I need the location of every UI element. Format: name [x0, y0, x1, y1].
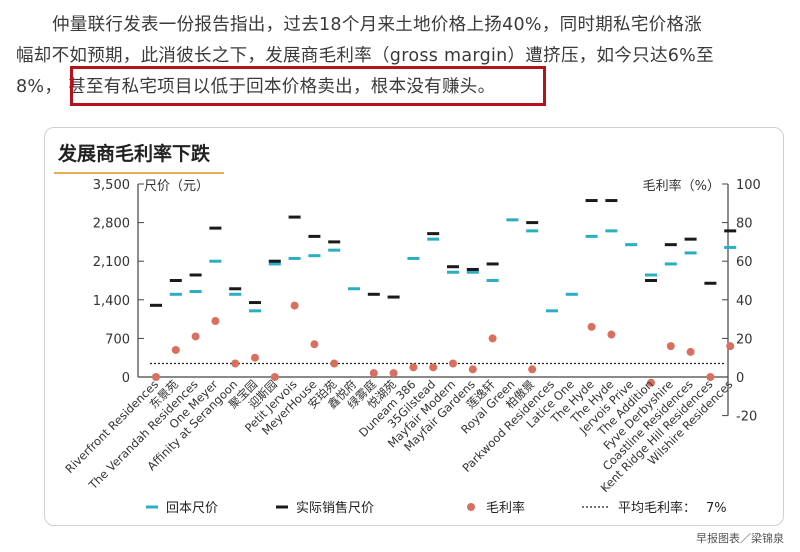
- chart-title: 发展商毛利率下跌: [58, 143, 211, 165]
- legend-actual-label: 实际销售尺价: [296, 500, 374, 516]
- margin-point: [686, 347, 695, 356]
- article-line-3: 8%， 甚至有私宅项目以低于回本价格卖出，根本没有赚头。: [16, 72, 786, 103]
- right-tick-label: 80: [736, 217, 753, 232]
- right-tick-label: 20: [736, 332, 753, 347]
- left-tick-label: 0: [122, 371, 130, 386]
- margin-point: [468, 365, 477, 374]
- right-tick-label: 0: [736, 371, 744, 386]
- margin-point: [191, 332, 200, 341]
- margin-point: [310, 340, 319, 349]
- left-tick-label: 2,100: [93, 255, 130, 270]
- margin-point: [726, 342, 735, 351]
- margin-point: [429, 363, 438, 372]
- left-tick-label: 700: [105, 332, 130, 347]
- margin-point: [251, 353, 259, 362]
- article-line-3-prefix: 8%，: [16, 77, 63, 97]
- source-credit: 早报图表／梁锦泉: [696, 532, 784, 545]
- article-highlight-text: 甚至有私宅项目以低于回本价格卖出，根本没有赚头。: [68, 77, 496, 97]
- chart-card: [44, 127, 784, 526]
- highlight-box: [70, 66, 546, 106]
- margin-point: [389, 369, 398, 378]
- margin-point: [330, 359, 339, 368]
- legend-average-value: 7%: [706, 501, 727, 516]
- right-tick-label: 40: [736, 294, 753, 309]
- margin-point: [152, 373, 160, 381]
- margin-point: [449, 359, 457, 368]
- legend-breakeven-label: 回本尺价: [166, 501, 218, 516]
- margin-point: [488, 334, 497, 343]
- right-axis-label: 毛利率（%）: [643, 178, 720, 194]
- legend-average-label: 平均毛利率：: [618, 500, 696, 516]
- article-line-1: 仲量联行发表一份报告指出，过去18个月来土地价格上扬40%，同时期私宅价格涨: [52, 15, 703, 35]
- article-line-2: 幅却不如预期，此消彼长之下，发展商毛利率（gross margin）遭挤压，如今…: [16, 46, 714, 66]
- right-tick-label: 60: [736, 255, 753, 270]
- margin-point: [231, 359, 240, 368]
- legend-margin-swatch: [467, 503, 475, 511]
- margin-point: [607, 330, 616, 339]
- margin-point: [409, 363, 418, 372]
- chart-title-underline: [54, 172, 224, 174]
- margin-point: [706, 373, 715, 381]
- margin-point: [587, 322, 596, 331]
- margin-point: [211, 317, 220, 326]
- legend-margin-label: 毛利率: [486, 500, 525, 516]
- left-axis-label: 尺价（元）: [144, 179, 209, 194]
- margin-point: [369, 369, 378, 378]
- left-tick-label: 2,800: [93, 217, 130, 232]
- margin-point: [270, 373, 279, 381]
- article-paragraph: 仲量联行发表一份报告指出，过去18个月来土地价格上扬40%，同时期私宅价格涨 幅…: [16, 10, 786, 103]
- margin-point: [290, 301, 299, 310]
- right-tick-label: 100: [736, 178, 761, 193]
- margin-point: [666, 342, 675, 351]
- left-tick-label: 3,500: [93, 178, 130, 193]
- left-tick-label: 1,400: [93, 294, 130, 309]
- margin-point: [647, 378, 655, 387]
- margin-point: [528, 365, 537, 374]
- right-tick-label: -20: [736, 410, 757, 425]
- margin-point: [171, 345, 180, 354]
